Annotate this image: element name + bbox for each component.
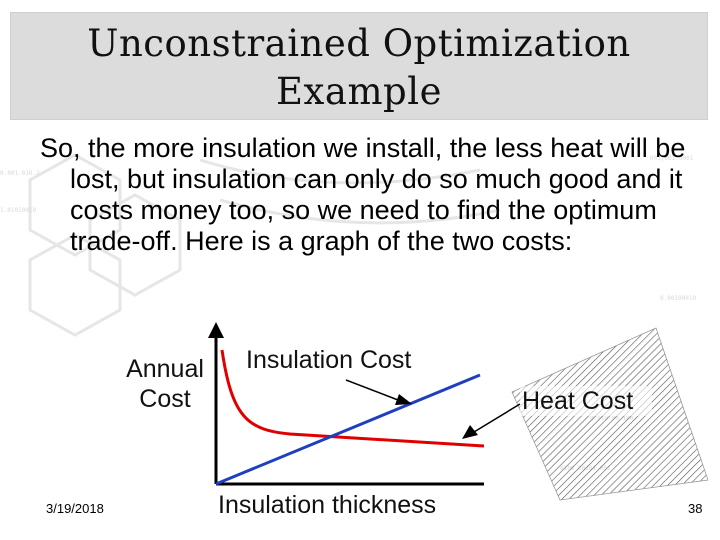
svg-text:1.01010010: 1.01010010 xyxy=(0,207,37,214)
svg-text:001|001.0001: 001|001.0001 xyxy=(650,155,694,162)
insulation-cost-line xyxy=(215,373,481,486)
svg-text:0.00100010: 0.00100010 xyxy=(660,295,697,302)
body-paragraph: So, the more insulation we install, the … xyxy=(40,133,686,256)
heat-cost-arrowhead xyxy=(462,425,478,439)
heat-cost-arrow xyxy=(473,403,521,433)
insulation-cost-arrowhead xyxy=(395,394,412,405)
insulation-cost-arrow xyxy=(345,379,399,401)
x-axis-label: Insulation thickness xyxy=(218,491,437,519)
slide-title: Unconstrained Optimization Example xyxy=(10,20,708,116)
heat-cost-line xyxy=(220,349,485,448)
heat-cost-label-bg xyxy=(520,386,652,416)
y-axis-label: Annual Cost xyxy=(126,355,204,413)
title-line-1: Unconstrained Optimization xyxy=(87,22,631,65)
title-band xyxy=(10,12,708,120)
svg-text:0.001.010.2: 0.001.010.2 xyxy=(0,170,40,177)
y-axis-arrow xyxy=(208,322,224,338)
title-line-2: Example xyxy=(276,70,442,113)
insulation-cost-label: Insulation Cost xyxy=(246,346,412,374)
slide-date: 3/19/2018 xyxy=(46,501,104,516)
heat-cost-label: Heat Cost xyxy=(522,387,634,415)
slide-page-number: 38 xyxy=(688,501,703,516)
